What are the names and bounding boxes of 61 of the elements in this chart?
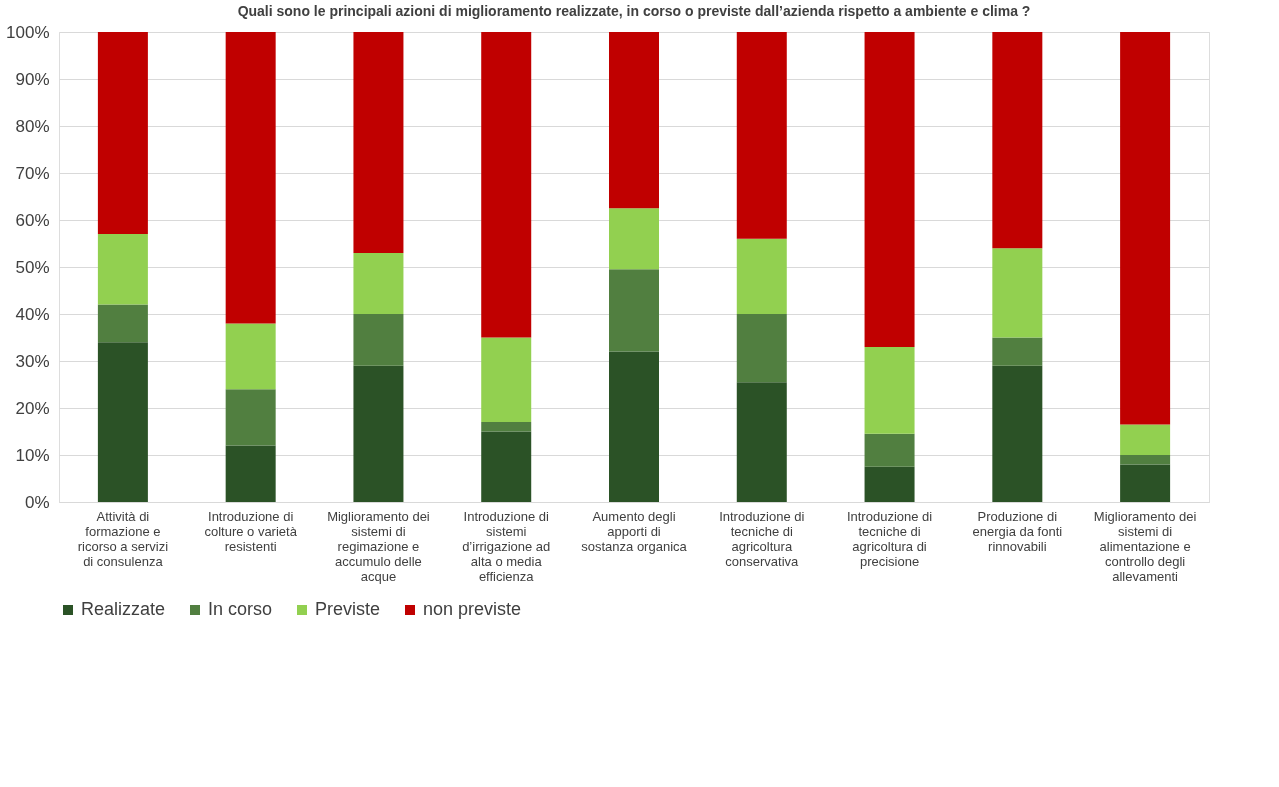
bar [481,422,532,432]
bar [609,208,659,270]
bar [225,445,276,502]
x-tick-label: Attività di formazione e ricorso a servizi di consulenza [77,508,169,569]
bar [736,314,787,383]
y-tick-label: 10% [15,445,50,465]
bar [864,346,915,434]
bar [992,337,1043,366]
bar [992,248,1043,338]
y-tick-label: 20% [15,398,50,418]
bar [353,32,404,253]
bar [736,382,787,502]
bar [864,466,915,502]
bar [97,342,148,502]
x-tick-label: Produzione di energia da fonti rinnovabili [972,508,1063,554]
y-tick-label: 50% [15,257,50,277]
bar [992,365,1043,502]
bar [481,337,532,423]
bar [736,32,787,239]
x-tick-label: Introduzione di tecniche di agricoltura conservativa [719,508,805,569]
legend-label: non previste [423,599,522,619]
y-tick-label: 60% [15,210,50,230]
bar [353,252,404,314]
chart-title: Quali sono le principali azioni di miglioramento realizzate, in corso o previste dall’azienda rispetto a ambiente e clima ? [237,3,1031,19]
bar [225,323,276,390]
y-tick-label: 30% [15,351,50,371]
bar [1120,32,1171,425]
y-tick-label: 0% [24,492,50,512]
x-tick-label: Introduzione di sistemi d’irrigazione ad alta o media efficienza [462,508,551,584]
bar [1120,424,1171,455]
legend-label: In corso [208,599,273,619]
y-tick-label: 70% [15,163,50,183]
bar [609,32,659,209]
bar [481,32,532,338]
x-tick-label: Aumento degli apporti di sostanza organica [581,508,688,554]
x-tick-label: Introduzione di colture o varietà resistenti [204,508,298,554]
legend-label: Previste [315,599,381,619]
bar [736,238,787,314]
bar [97,234,148,305]
bar [481,431,532,502]
y-tick-label: 40% [15,304,50,324]
x-tick-label: Miglioramento dei sistemi di regimazione e accumulo delle acque [327,508,430,584]
bar [609,269,659,352]
bar [225,389,276,446]
bar [609,351,659,502]
x-tick-label: Miglioramento dei sistemi di alimentazione e controllo degli allevamenti [1093,508,1197,584]
bar [97,32,148,235]
y-tick-label: 100% [6,22,50,42]
bar [992,32,1043,249]
bar [353,314,404,366]
y-tick-label: 90% [15,69,50,89]
x-tick-label: Introduzione di tecniche di agricoltura di precisione [846,508,933,569]
y-tick-label: 80% [15,116,50,136]
bar [1120,464,1171,502]
bar [225,32,276,324]
bar [353,365,404,502]
legend-label: Realizzate [81,599,166,619]
bar [864,433,915,467]
bar [1120,455,1171,465]
bar [864,32,915,347]
bar [97,304,148,343]
